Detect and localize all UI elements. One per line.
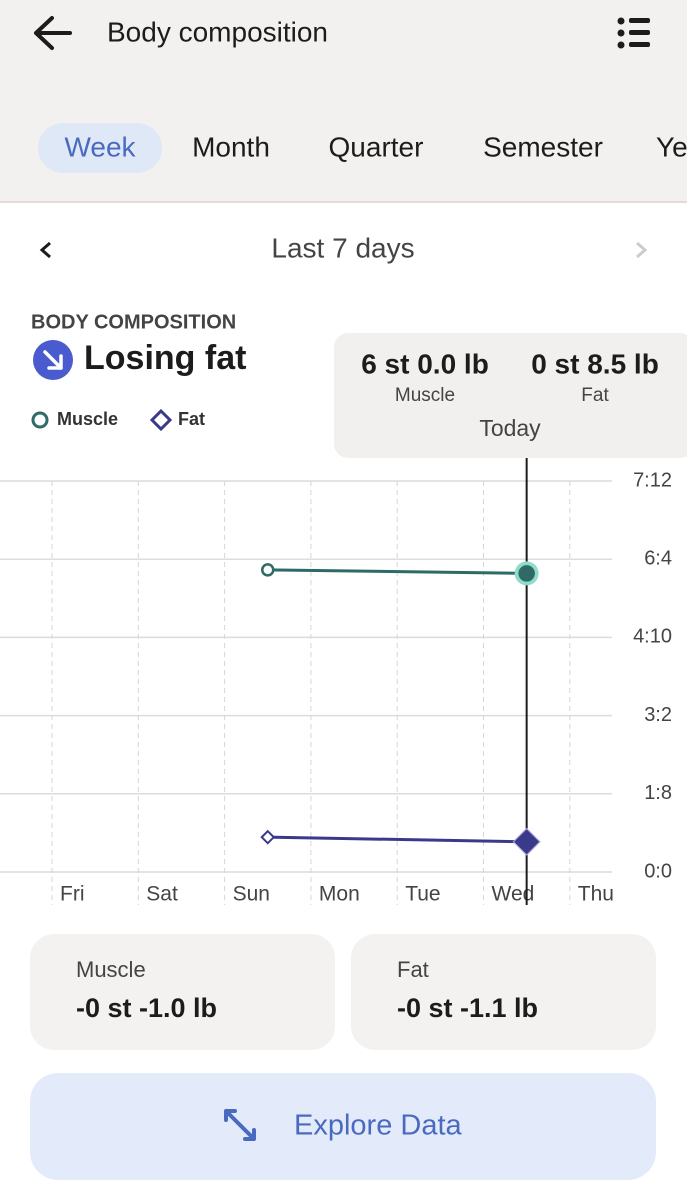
y-tick-label: 1:8 — [644, 782, 672, 804]
point — [260, 829, 276, 845]
tooltip-value: 0 st 8.5 lb — [531, 348, 659, 379]
button-label: Explore Data — [294, 1110, 463, 1142]
y-tick-label: 4:10 — [633, 626, 672, 648]
tooltip — [334, 333, 687, 458]
x-tick-label: Tue — [405, 883, 440, 906]
y-tick-label: 6:4 — [644, 547, 672, 569]
point — [514, 829, 540, 855]
series-line — [267, 835, 527, 844]
legend-marker — [149, 408, 173, 432]
card — [30, 934, 335, 1050]
back-button[interactable] — [34, 16, 72, 50]
menu-button[interactable] — [617, 17, 651, 49]
legend-marker — [31, 411, 49, 429]
y-tick-label: 3:2 — [644, 704, 672, 726]
y-tick-label: 0:0 — [644, 860, 672, 882]
expand-icon — [224, 1109, 256, 1141]
tooltip-label: Fat — [581, 385, 609, 406]
y-tick-label: 7:12 — [633, 469, 672, 491]
card-value: -0 st -1.0 lb — [76, 993, 217, 1023]
summary-title: Losing fat — [84, 339, 246, 377]
card — [351, 934, 656, 1050]
tooltip-date: Today — [479, 415, 541, 441]
tab[interactable]: Ye — [656, 131, 687, 162]
tooltip-value: 6 st 0.0 lb — [361, 348, 489, 379]
tab[interactable]: Semester — [483, 131, 603, 162]
summary-kicker: BODY COMPOSITION — [31, 311, 236, 333]
x-tick-label: Sat — [146, 883, 178, 906]
button-bg — [30, 1073, 656, 1180]
tab[interactable]: Month — [192, 131, 270, 162]
range-label: Last 7 days — [271, 232, 414, 263]
card-label: Fat — [397, 957, 429, 982]
explore-button[interactable]: Explore Data — [30, 1073, 656, 1180]
prev-range[interactable] — [39, 241, 51, 259]
header-title: Body composition — [107, 16, 328, 47]
x-tick-label: Sun — [233, 883, 270, 906]
tab[interactable]: Week — [64, 131, 136, 162]
legend-label: Fat — [178, 409, 205, 429]
x-tick-label: Fri — [60, 883, 85, 906]
point — [261, 563, 275, 577]
x-tick-label: Thu — [578, 883, 614, 906]
tooltip-label: Muscle — [395, 385, 455, 406]
series-line — [267, 568, 527, 575]
card-value: -0 st -1.1 lb — [397, 993, 538, 1023]
next-range[interactable] — [636, 241, 648, 259]
x-tick-label: Wed — [492, 883, 535, 906]
legend-label: Muscle — [57, 409, 118, 429]
trend-icon — [33, 340, 73, 380]
point — [518, 565, 535, 582]
x-tick-label: Mon — [319, 883, 360, 906]
tab[interactable]: Quarter — [329, 131, 424, 162]
tab-active-bg — [38, 123, 162, 173]
card-label: Muscle — [76, 957, 146, 982]
